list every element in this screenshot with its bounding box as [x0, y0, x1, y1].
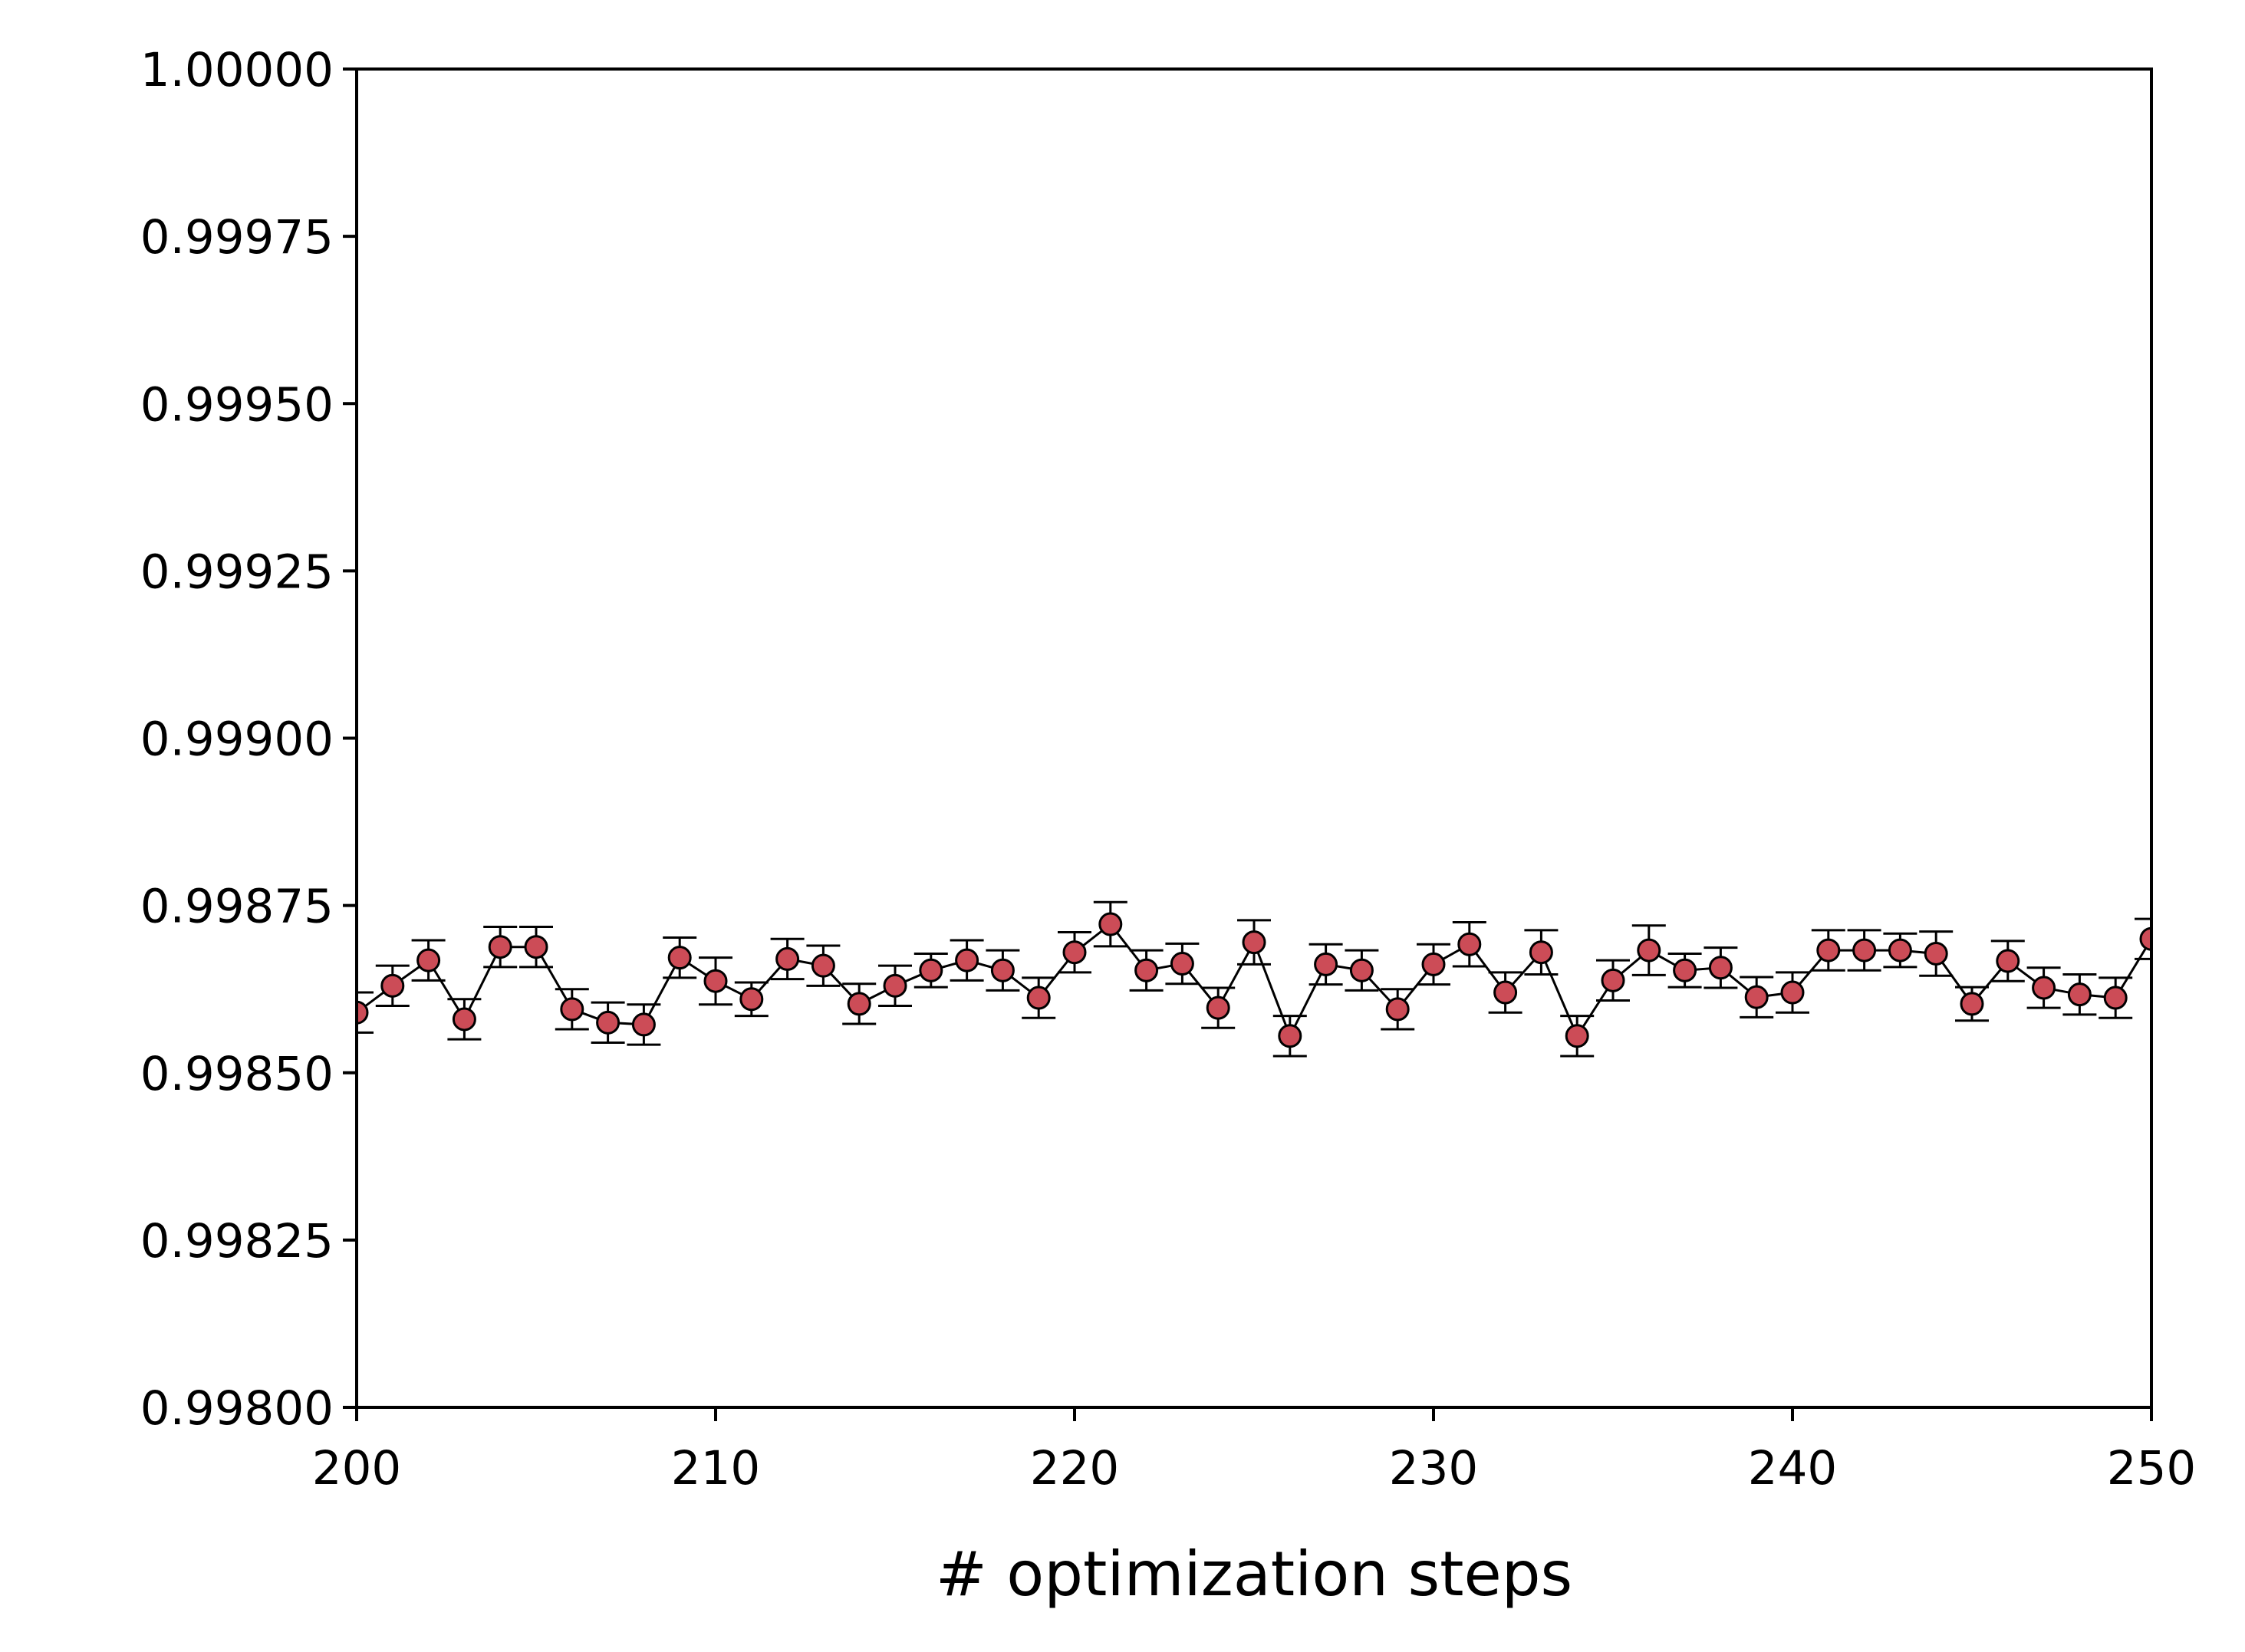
data-point — [524, 935, 548, 959]
data-point — [2139, 926, 2151, 951]
x-tick-label: 250 — [2107, 1441, 2196, 1496]
data-point — [1349, 958, 1374, 982]
y-tick-label: 0.99900 — [140, 712, 334, 767]
data-point — [990, 958, 1015, 982]
data-point — [1206, 995, 1230, 1020]
data-point — [1888, 938, 1912, 963]
series-markers — [357, 912, 2151, 1048]
data-point — [2103, 986, 2128, 1010]
x-axis-ticks: 200 210 220 230 240 250 — [312, 1407, 2196, 1496]
x-tick-label: 230 — [1389, 1441, 1478, 1496]
data-point — [1744, 985, 1769, 1009]
data-point — [1457, 932, 1482, 956]
y-tick-label: 1.00000 — [140, 43, 334, 97]
data-point — [919, 958, 943, 982]
data-point — [703, 969, 728, 993]
data-point — [847, 992, 871, 1016]
y-axis-ticks: 0.99800 0.99825 0.99850 0.99875 0.99900 0.999… — [140, 43, 357, 1436]
x-tick-label: 210 — [671, 1441, 760, 1496]
data-point — [1924, 941, 1948, 966]
x-tick-label: 220 — [1030, 1441, 1119, 1496]
data-point — [1529, 940, 1553, 965]
data-point — [1062, 940, 1087, 965]
data-point — [380, 973, 405, 998]
data-point — [416, 948, 441, 972]
data-point — [955, 948, 979, 972]
data-point — [2032, 976, 2056, 1000]
x-tick-label: 200 — [312, 1441, 401, 1496]
data-point — [631, 1012, 656, 1037]
data-point — [667, 946, 692, 970]
data-point — [1385, 997, 1410, 1022]
data-point — [883, 973, 907, 998]
data-point — [1421, 952, 1446, 976]
data-point — [1816, 938, 1841, 963]
y-tick-label: 0.99875 — [140, 880, 334, 934]
data-point — [452, 1007, 476, 1032]
x-axis-label: # optimization steps — [936, 1538, 1572, 1610]
data-point — [1278, 1024, 1302, 1048]
data-point — [1098, 912, 1123, 936]
data-point — [1996, 949, 2020, 973]
y-tick-label: 0.99825 — [140, 1214, 334, 1269]
y-tick-label: 0.99950 — [140, 377, 334, 432]
data-point — [1565, 1024, 1589, 1048]
y-tick-label: 0.99925 — [140, 545, 334, 599]
plot-area — [357, 900, 2151, 1058]
x-tick-label: 240 — [1748, 1441, 1837, 1496]
data-point — [488, 935, 512, 959]
y-tick-label: 0.99800 — [140, 1381, 334, 1436]
data-point — [1708, 956, 1733, 980]
data-point — [775, 946, 800, 971]
data-point — [1242, 930, 1266, 955]
data-point — [1493, 980, 1518, 1005]
data-point — [357, 1000, 369, 1025]
data-point — [2067, 982, 2092, 1007]
y-tick-label: 0.99975 — [140, 210, 334, 265]
data-point — [1601, 968, 1625, 992]
plot-frame — [355, 67, 2153, 1409]
data-point — [811, 953, 835, 978]
data-point — [1780, 980, 1805, 1005]
data-point — [1314, 952, 1338, 976]
data-point — [560, 997, 584, 1022]
data-point — [1026, 986, 1051, 1010]
data-point — [596, 1010, 621, 1035]
data-point — [1134, 958, 1159, 982]
data-point — [1960, 992, 1984, 1016]
data-point — [1852, 938, 1877, 963]
data-point — [1170, 952, 1194, 976]
data-point — [1673, 958, 1697, 982]
y-tick-label: 0.99850 — [140, 1047, 334, 1101]
data-point — [1637, 938, 1661, 963]
error-bar — [357, 991, 374, 1034]
data-point — [739, 987, 764, 1012]
